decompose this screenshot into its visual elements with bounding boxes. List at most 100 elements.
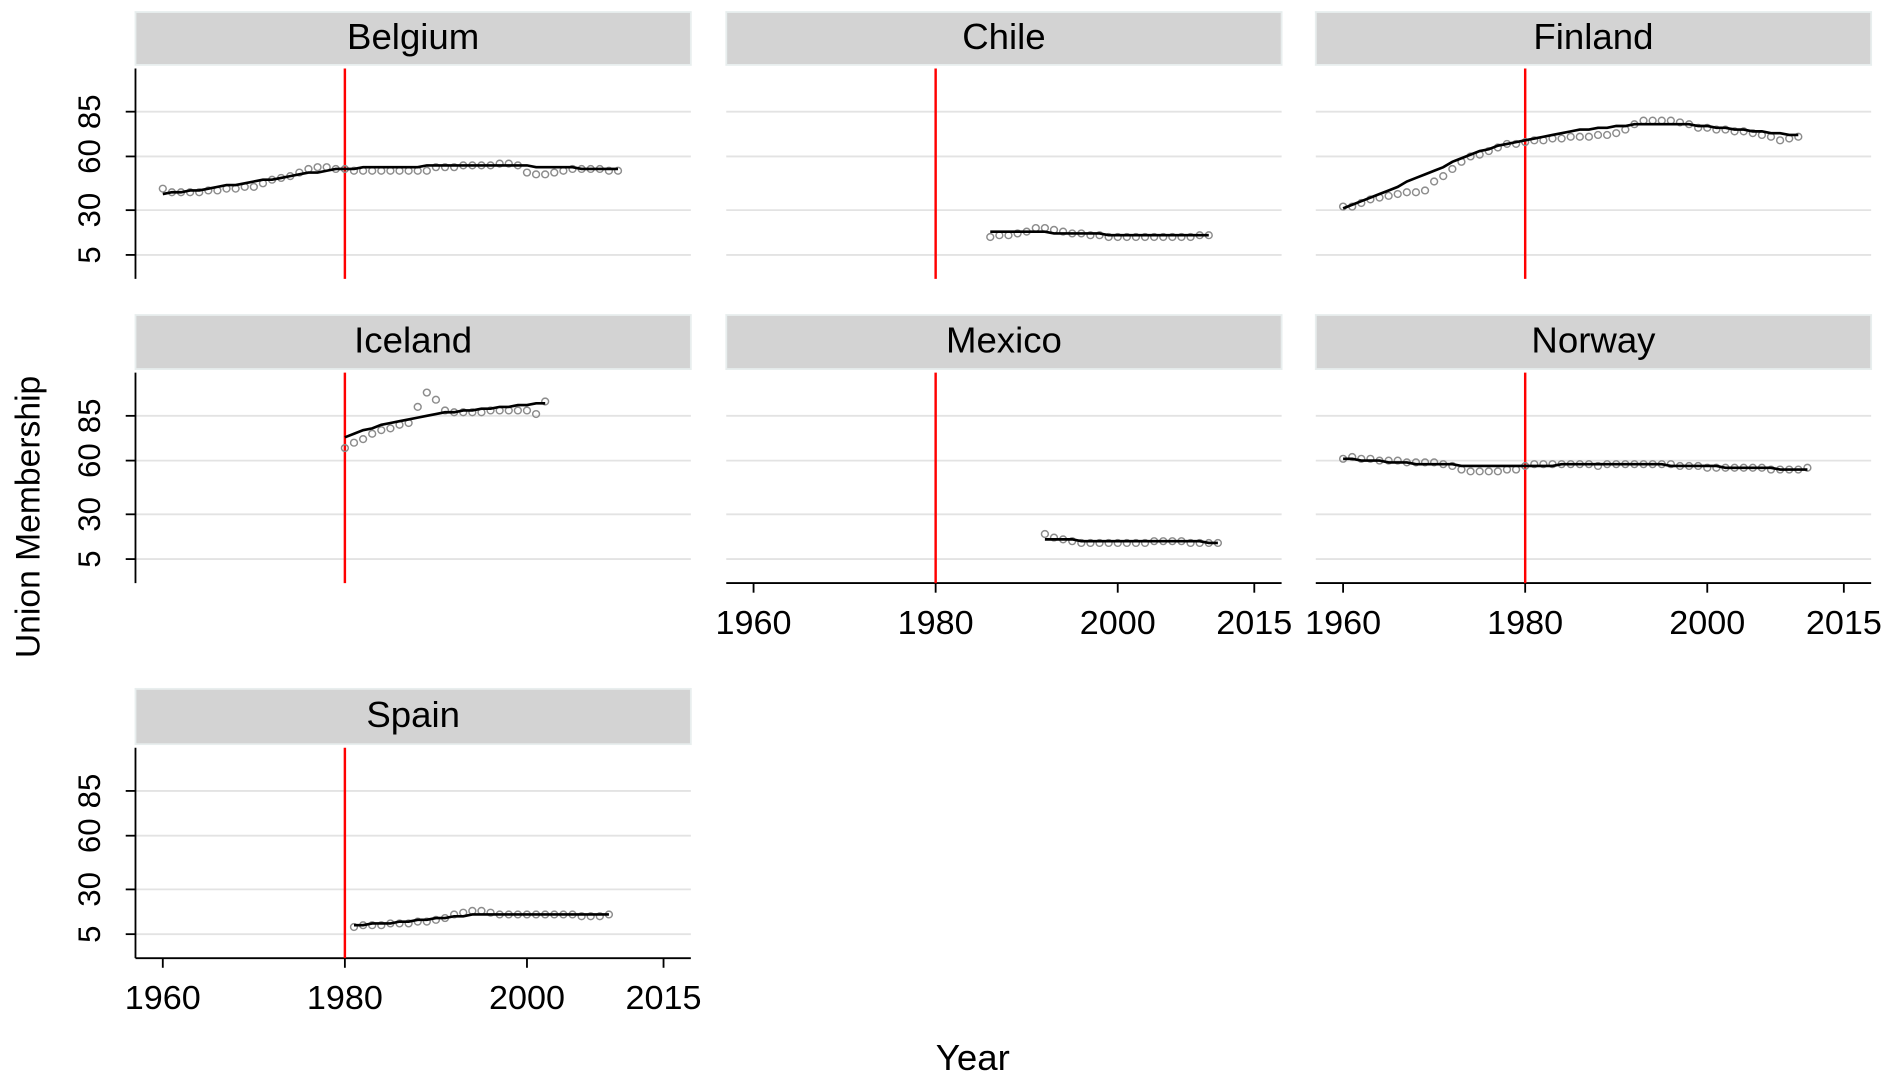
fit-line [162, 164, 619, 196]
fit-line [1342, 122, 1799, 210]
data-point [1104, 232, 1113, 242]
data-point [986, 232, 995, 242]
panel-strip [1314, 11, 1873, 66]
y-tick-label: 30 [71, 872, 107, 907]
y-tick-label: 85 [71, 774, 107, 809]
panel-title: Chile [962, 16, 1045, 57]
panel-title: Mexico [946, 320, 1062, 361]
data-point [1402, 188, 1411, 197]
data-point [522, 168, 532, 177]
y-tick-label: 30 [71, 497, 107, 532]
data-point [1113, 232, 1122, 242]
panel-strip [134, 687, 692, 746]
data-point [550, 168, 559, 177]
data-point [1104, 538, 1113, 548]
data-point [1186, 232, 1195, 242]
data-point [1122, 232, 1131, 242]
data-point [613, 166, 623, 175]
data-point [422, 388, 431, 397]
panel-title: Belgium [347, 16, 479, 57]
data-point [513, 406, 523, 415]
data-point [1712, 125, 1721, 134]
data-point [340, 443, 350, 453]
y-tick-label: 60 [71, 139, 107, 174]
data-point [440, 406, 450, 415]
data-point [1429, 458, 1439, 467]
data-point [404, 919, 413, 928]
x-tick-label: 2000 [489, 979, 565, 1017]
data-point [313, 163, 322, 172]
data-point [1420, 186, 1430, 195]
data-point [1675, 118, 1685, 127]
data-point [1602, 130, 1612, 140]
data-point [1013, 229, 1022, 238]
data-point [1366, 454, 1375, 463]
data-point [1448, 164, 1457, 174]
data-point [504, 159, 513, 168]
data-point [422, 917, 431, 926]
fit-line [1343, 457, 1808, 471]
panel-title: Finland [1533, 16, 1653, 57]
x-tick-label: 1960 [125, 979, 201, 1017]
panel-title: Iceland [354, 320, 472, 361]
y-tick-label: 5 [71, 550, 107, 567]
x-tick-label: 2015 [1216, 604, 1292, 642]
y-tick-label: 5 [71, 246, 107, 263]
panel-strip [1314, 314, 1873, 370]
x-tick-label: 2000 [1669, 604, 1745, 642]
y-tick-label: 60 [71, 818, 107, 853]
data-point [586, 912, 595, 921]
fit-line [1044, 538, 1218, 545]
y-tick-label: 85 [71, 398, 107, 433]
data-point [1058, 227, 1068, 236]
x-tick-label: 2015 [1806, 604, 1882, 642]
data-point [595, 912, 604, 921]
data-point [1794, 132, 1803, 141]
data-point [349, 166, 359, 175]
data-point [1086, 231, 1095, 240]
data-point [1584, 132, 1594, 141]
data-point [1140, 232, 1150, 242]
x-tick-label: 2000 [1080, 604, 1156, 642]
data-point [1566, 132, 1575, 141]
data-point [1748, 129, 1757, 138]
data-point [358, 435, 368, 444]
data-point [1348, 452, 1357, 462]
data-point [522, 406, 532, 415]
data-point [1177, 232, 1186, 242]
data-point [604, 166, 614, 175]
data-point [1131, 538, 1141, 548]
data-point [1140, 538, 1150, 548]
data-point [1593, 130, 1603, 140]
data-point [1095, 538, 1104, 548]
data-point [531, 409, 541, 419]
data-point [541, 170, 550, 179]
data-point [449, 910, 459, 919]
data-point [577, 912, 586, 921]
y-tick-label: 60 [71, 443, 107, 478]
x-tick-label: 1960 [716, 604, 792, 642]
data-point [1575, 132, 1584, 141]
panel-strip [725, 11, 1283, 66]
data-point [349, 922, 359, 932]
panel-strip [725, 314, 1283, 370]
data-point [1593, 461, 1603, 471]
data-point [1393, 456, 1402, 465]
data-point [449, 163, 459, 172]
panel-strip [134, 314, 692, 370]
data-point [1539, 460, 1548, 469]
data-point [1493, 467, 1503, 476]
data-point [413, 402, 422, 411]
data-point [249, 182, 258, 191]
data-point [468, 408, 477, 417]
fit-line [990, 230, 1209, 237]
data-point [1466, 467, 1475, 476]
y-axis-label: Union Membership [9, 376, 47, 658]
data-point [1040, 529, 1050, 539]
x-tick-label: 1980 [898, 604, 974, 642]
data-point [1530, 460, 1539, 469]
data-point [440, 163, 450, 172]
data-point [377, 426, 386, 435]
data-point [431, 163, 441, 172]
data-point [486, 406, 495, 415]
